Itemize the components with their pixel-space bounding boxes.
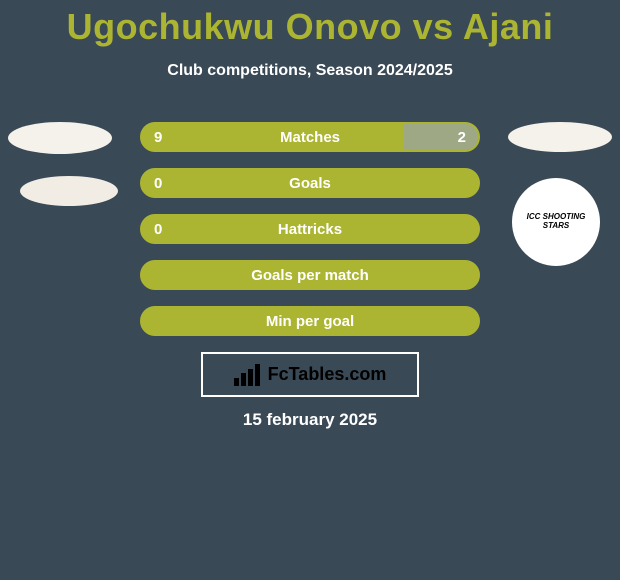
stat-row: Min per goal — [0, 306, 620, 336]
page-title: Ugochukwu Onovo vs Ajani — [0, 0, 620, 48]
bar-left — [142, 308, 478, 334]
brand-text: FcTables.com — [268, 364, 387, 385]
subtitle: Club competitions, Season 2024/2025 — [0, 62, 620, 80]
brand-box: FcTables.com — [201, 352, 419, 397]
stats-container: 92Matches 0Goals 0Hattricks Goals per match… — [0, 122, 620, 336]
bar-track: Goals per match — [140, 260, 480, 290]
bar-right: 2 — [404, 124, 478, 150]
date-label: 15 february 2025 — [0, 410, 620, 430]
bar-left: 0 — [142, 170, 478, 196]
bar-left: 0 — [142, 216, 478, 242]
stat-row: 0Hattricks — [0, 214, 620, 244]
bar-track: 92Matches — [140, 122, 480, 152]
bar-track: 0Hattricks — [140, 214, 480, 244]
stat-row: 0Goals — [0, 168, 620, 198]
bar-track: Min per goal — [140, 306, 480, 336]
stat-row: 92Matches — [0, 122, 620, 152]
bar-left: 9 — [142, 124, 404, 150]
bar-left — [142, 262, 478, 288]
bar-track: 0Goals — [140, 168, 480, 198]
bars-icon — [234, 364, 264, 386]
stat-row: Goals per match — [0, 260, 620, 290]
